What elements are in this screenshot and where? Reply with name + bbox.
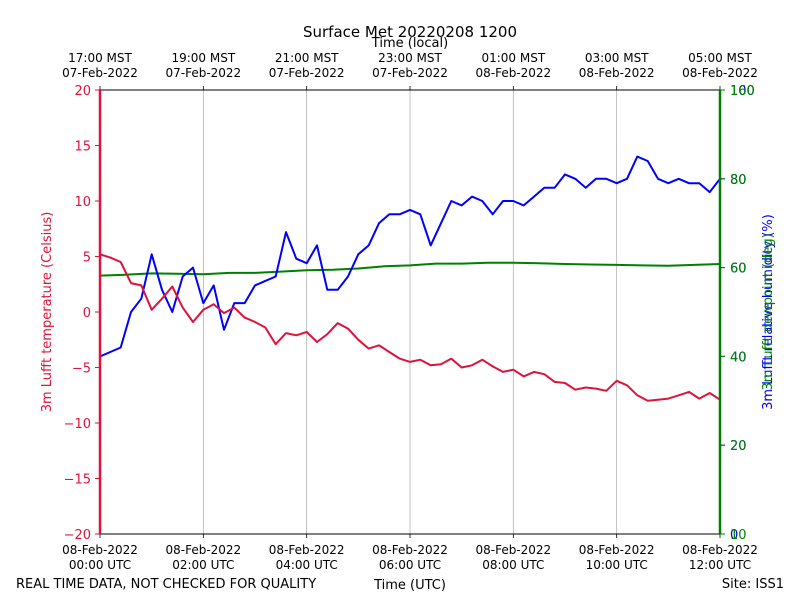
- left-tick-label-5: 5: [83, 251, 91, 266]
- x-tick-bottom-time-0: 00:00 UTC: [69, 558, 131, 572]
- right-humidity-tick-label-2: 40: [730, 350, 747, 365]
- left-tick-label-7: 15: [74, 140, 91, 155]
- right-dewpoint-tick-label-0: 10: [730, 528, 747, 543]
- x-tick-top-date-0: 07-Feb-2022: [62, 66, 138, 80]
- left-tick-label-4: 0: [83, 306, 91, 321]
- x-tick-top-date-1: 07-Feb-2022: [165, 66, 241, 80]
- left-tick-label-0: −20: [64, 528, 91, 543]
- right-axis-label-humidity: 3m Lufft relative humidity (%): [761, 214, 776, 410]
- x-tick-top-time-4: 01:00 MST: [481, 51, 545, 65]
- left-tick-label-8: 20: [74, 84, 91, 99]
- right-humidity-tick-label-5: 100: [730, 84, 755, 99]
- right-humidity-tick-label-0: 0: [730, 528, 738, 543]
- x-tick-bottom-time-2: 04:00 UTC: [276, 558, 338, 572]
- right-axis-label-dewpoint: 3m Lufft dewpoint (deg): [761, 233, 776, 390]
- right-dewpoint-tick-label-4: 80: [730, 173, 747, 188]
- right-humidity-tick-label-4: 80: [730, 173, 747, 188]
- x-tick-bottom-date-5: 08-Feb-2022: [579, 543, 655, 557]
- left-axis-ticks: −20 −15 −10 −5 0 5 10 15 20: [64, 84, 100, 543]
- dewpoint-line: [99, 261, 721, 277]
- x-tick-top-date-6: 08-Feb-2022: [682, 66, 758, 80]
- left-axis-label: 3m Lufft temperature (Celsius): [40, 212, 55, 413]
- left-tick-label-3: −5: [72, 362, 91, 377]
- quality-disclaimer: REAL TIME DATA, NOT CHECKED FOR QUALITY: [16, 577, 316, 592]
- temperature-line: [99, 253, 721, 402]
- x-tick-top-time-5: 03:00 MST: [585, 51, 649, 65]
- vertical-grid: [202, 90, 618, 534]
- x-tick-bottom-date-1: 08-Feb-2022: [165, 543, 241, 557]
- left-tick-label-6: 10: [74, 195, 91, 210]
- x-tick-bottom-time-3: 06:00 UTC: [379, 558, 441, 572]
- x-tick-bottom-date-6: 08-Feb-2022: [682, 543, 758, 557]
- x-tick-top-time-1: 19:00 MST: [171, 51, 235, 65]
- humidity-line: [99, 155, 721, 358]
- right-dewpoint-tick-label-1: 20: [730, 439, 747, 454]
- x-axis-label: Time (UTC): [373, 578, 446, 593]
- x-tick-top-date-3: 07-Feb-2022: [372, 66, 448, 80]
- left-tick-label-2: −10: [64, 417, 91, 432]
- right-dewpoint-tick-label-2: 40: [730, 350, 747, 365]
- x-tick-top-date-4: 08-Feb-2022: [475, 66, 551, 80]
- x-tick-bottom-date-0: 08-Feb-2022: [62, 543, 138, 557]
- x-tick-bottom-time-1: 02:00 UTC: [172, 558, 234, 572]
- x-tick-bottom-time-4: 08:00 UTC: [482, 558, 544, 572]
- x-tick-bottom-time-5: 10:00 UTC: [586, 558, 648, 572]
- x-tick-bottom-date-4: 08-Feb-2022: [475, 543, 551, 557]
- right-dewpoint-tick-label-5: 160: [730, 84, 755, 99]
- x-tick-bottom-date-3: 08-Feb-2022: [372, 543, 448, 557]
- x-tick-top-date-2: 07-Feb-2022: [269, 66, 345, 80]
- x-tick-top-date-5: 08-Feb-2022: [579, 66, 655, 80]
- site-label: Site: ISS1: [722, 577, 784, 592]
- series-layer: [99, 155, 721, 402]
- left-tick-label-1: −15: [64, 473, 91, 488]
- x-tick-bottom-time-6: 12:00 UTC: [689, 558, 751, 572]
- right-humidity-tick-label-1: 20: [730, 439, 747, 454]
- x-tick-bottom-date-2: 08-Feb-2022: [269, 543, 345, 557]
- top-axis-label: Time (local): [371, 36, 448, 51]
- x-tick-top-time-6: 05:00 MST: [688, 51, 752, 65]
- x-tick-top-time-2: 21:00 MST: [275, 51, 339, 65]
- x-tick-top-time-0: 17:00 MST: [68, 51, 132, 65]
- x-tick-top-time-3: 23:00 MST: [378, 51, 442, 65]
- chart-title: Surface Met 20220208 1200: [303, 23, 517, 41]
- right-humidity-tick-label-3: 60: [730, 262, 747, 277]
- right-dewpoint-tick-label-3: 60: [730, 262, 747, 277]
